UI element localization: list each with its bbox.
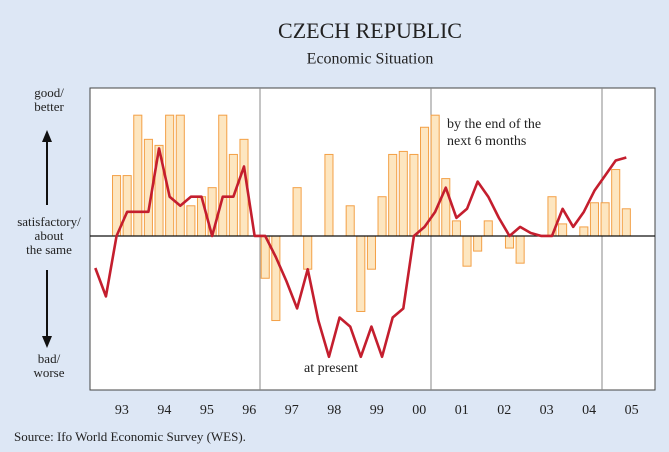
bar <box>345 205 355 237</box>
bar <box>611 169 621 237</box>
bar <box>589 202 600 237</box>
bar <box>377 196 387 237</box>
bar <box>122 175 132 237</box>
chart-subtitle: Economic Situation <box>307 51 434 68</box>
y-tick-label: satisfactory/ about the same <box>17 213 81 257</box>
x-tick-label: 95 <box>200 403 214 418</box>
bar <box>600 202 610 237</box>
bar <box>218 114 228 237</box>
bar <box>409 153 419 237</box>
x-tick-label: 96 <box>242 403 256 418</box>
arrows <box>42 130 52 348</box>
x-tick-label: 94 <box>157 403 171 418</box>
x-tick-label: 04 <box>582 403 596 418</box>
bar <box>366 235 376 270</box>
x-tick-label: 97 <box>285 403 299 418</box>
chart-title: CZECH REPUBLIC <box>278 18 462 43</box>
x-tick-label: 93 <box>115 403 129 418</box>
x-tick-label: 03 <box>540 403 554 418</box>
bar <box>303 235 313 270</box>
bar <box>451 220 461 237</box>
bar <box>133 114 143 237</box>
y-tick-label: good/ better <box>34 85 64 115</box>
bar <box>420 126 430 237</box>
annotation: by the end of the next 6 months <box>447 117 542 149</box>
bar <box>175 114 185 237</box>
x-tick-label: 99 <box>370 403 384 418</box>
bar <box>483 220 493 237</box>
bar <box>515 235 525 264</box>
bar <box>579 226 589 237</box>
x-tick-label: 05 <box>625 403 639 418</box>
bar <box>473 235 483 252</box>
x-tick-label: 01 <box>455 403 469 418</box>
bar <box>398 150 408 237</box>
bar <box>462 235 472 267</box>
bar <box>165 114 175 237</box>
bar <box>504 235 515 249</box>
bar <box>388 153 398 237</box>
annotation: at present <box>304 361 359 376</box>
bar <box>621 208 631 237</box>
bar <box>292 187 302 237</box>
bar <box>558 223 568 237</box>
source: Source: Ifo World Economic Survey (WES). <box>14 429 246 444</box>
bar <box>356 235 366 312</box>
bar <box>186 205 196 237</box>
x-tick-label: 00 <box>412 403 426 418</box>
x-tick-label: 98 <box>327 403 341 418</box>
bar <box>324 153 334 237</box>
y-tick-label: bad/ worse <box>33 350 65 380</box>
line <box>94 147 627 359</box>
x-tick-label: 02 <box>497 403 511 418</box>
